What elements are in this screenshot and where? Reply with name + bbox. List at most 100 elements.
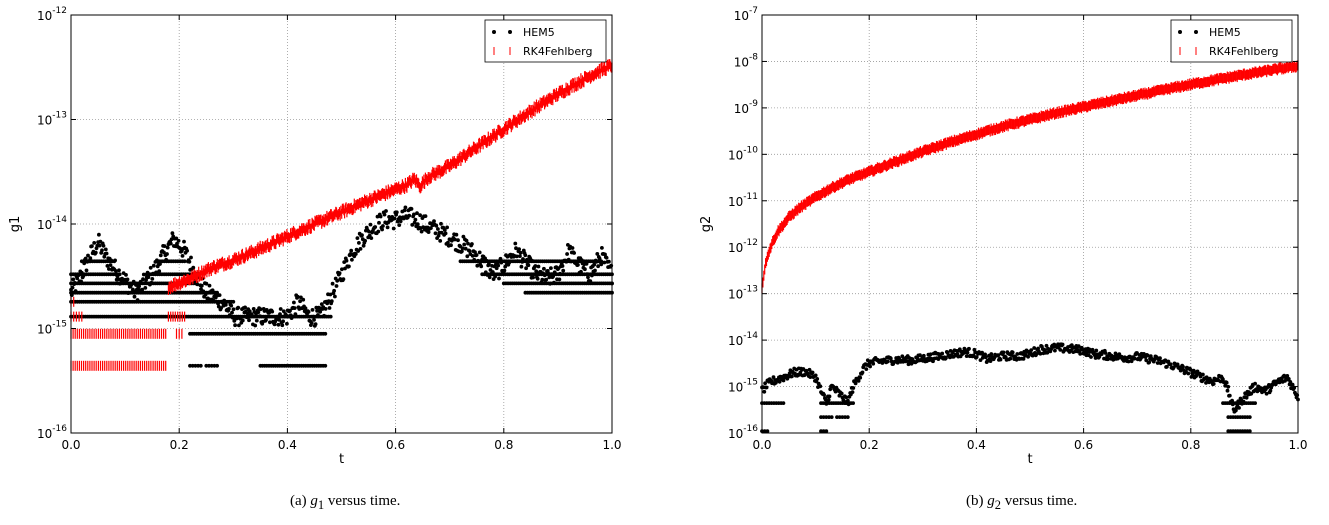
data-point xyxy=(453,237,457,242)
data-point xyxy=(868,364,872,369)
data-point xyxy=(368,222,373,227)
data-point xyxy=(180,254,185,258)
data-point xyxy=(268,320,272,325)
data-point xyxy=(1285,374,1290,378)
data-point xyxy=(534,269,539,274)
data-point xyxy=(309,321,314,325)
data-point xyxy=(378,214,383,219)
data-point xyxy=(434,223,439,228)
legend: HEM5 RK4Fehlberg xyxy=(484,19,607,63)
data-point xyxy=(547,275,552,280)
data-point xyxy=(1105,357,1110,362)
data-point xyxy=(1090,347,1095,352)
data-point xyxy=(1201,372,1205,377)
data-point xyxy=(826,397,831,402)
plot-area xyxy=(760,60,1300,433)
data-point xyxy=(143,286,148,290)
data-point xyxy=(288,308,292,313)
data-point xyxy=(1032,346,1037,350)
data-point xyxy=(439,230,444,235)
data-point xyxy=(596,264,600,269)
data-point xyxy=(844,395,849,400)
data-point xyxy=(380,227,384,232)
data-point xyxy=(198,363,203,368)
data-point xyxy=(412,212,416,217)
data-point xyxy=(191,265,196,270)
data-point xyxy=(301,297,306,302)
data-point xyxy=(477,250,482,255)
data-point xyxy=(790,374,794,379)
y-tick-label: 10-15 xyxy=(728,378,758,395)
data-point xyxy=(974,355,979,359)
data-point xyxy=(104,251,109,256)
data-point xyxy=(188,363,192,368)
data-point xyxy=(332,288,336,293)
data-point xyxy=(607,259,611,264)
y-tick-label: 10-16 xyxy=(728,424,758,441)
data-point xyxy=(1186,371,1191,376)
data-point xyxy=(473,250,477,255)
data-point xyxy=(463,246,468,251)
data-point xyxy=(340,267,344,272)
data-point xyxy=(334,284,339,288)
legend-marker xyxy=(492,30,496,34)
data-point xyxy=(146,275,151,280)
legend-box xyxy=(484,19,607,63)
x-axis-label: t xyxy=(1027,452,1032,467)
data-point xyxy=(524,266,528,271)
data-point xyxy=(384,209,388,213)
data-point xyxy=(1181,364,1185,369)
data-point xyxy=(337,271,342,276)
data-point xyxy=(858,375,863,380)
data-point xyxy=(540,277,545,282)
data-point xyxy=(84,268,89,273)
data-point xyxy=(319,302,324,306)
y-axis-label: g1 xyxy=(8,216,23,233)
data-point xyxy=(835,415,839,419)
data-point xyxy=(341,277,346,281)
data-point xyxy=(1224,380,1229,385)
data-point xyxy=(531,275,535,280)
data-point xyxy=(781,378,786,383)
legend-marker xyxy=(1194,30,1198,34)
data-point xyxy=(1290,382,1295,387)
data-point xyxy=(1247,429,1252,433)
y-tick-label: 10-8 xyxy=(734,52,759,69)
data-point xyxy=(595,252,600,256)
data-point xyxy=(280,323,285,328)
series-rk4fehlberg xyxy=(70,59,613,371)
data-point xyxy=(312,318,316,322)
data-point xyxy=(829,415,834,419)
data-point xyxy=(487,275,492,280)
data-point xyxy=(360,233,364,238)
x-tick-label: 0.6 xyxy=(386,438,405,452)
data-point xyxy=(989,352,994,356)
data-point xyxy=(88,256,93,261)
data-point xyxy=(517,247,521,252)
data-point xyxy=(1132,356,1137,361)
data-point xyxy=(436,233,441,238)
data-point xyxy=(93,250,98,255)
x-tick-label: 0.0 xyxy=(752,438,771,452)
data-point xyxy=(1286,377,1291,381)
data-point xyxy=(1044,343,1049,348)
data-point xyxy=(137,284,142,289)
data-point xyxy=(231,307,236,312)
data-point xyxy=(1249,391,1254,396)
data-point xyxy=(209,363,214,368)
data-point xyxy=(90,244,94,249)
data-point xyxy=(323,331,328,336)
data-point xyxy=(229,303,234,308)
data-point xyxy=(219,306,224,310)
x-tick-label: 1.0 xyxy=(602,438,621,452)
data-point xyxy=(125,277,130,282)
data-point xyxy=(466,241,470,246)
x-tick-label: 0.2 xyxy=(860,438,879,452)
data-point xyxy=(467,249,472,253)
data-point xyxy=(353,252,358,256)
data-point xyxy=(470,254,475,258)
data-point xyxy=(373,225,378,229)
data-point xyxy=(864,367,869,371)
data-point xyxy=(827,394,832,399)
data-point xyxy=(853,381,858,386)
